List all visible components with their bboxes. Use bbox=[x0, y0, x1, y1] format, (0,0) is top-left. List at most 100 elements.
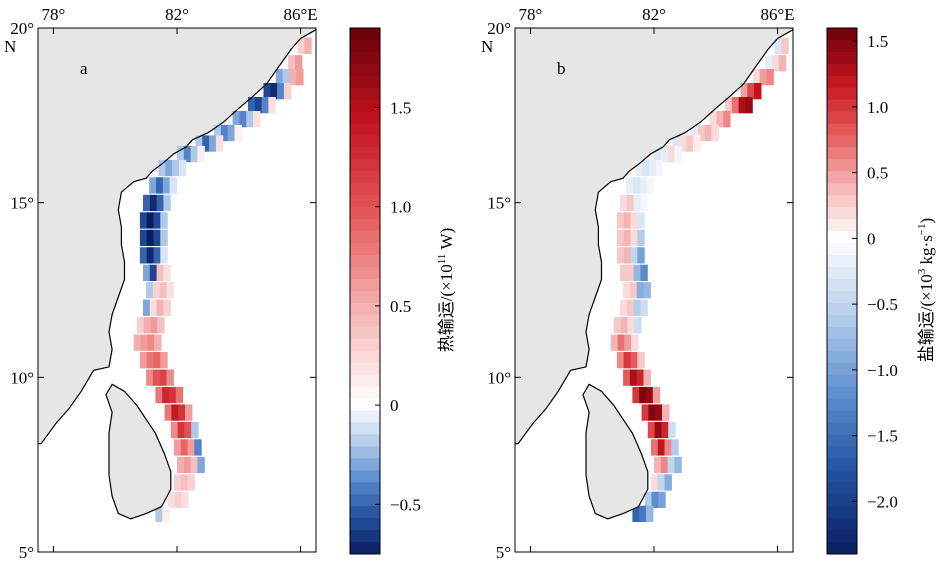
transport-cell bbox=[636, 369, 645, 386]
transport-cell bbox=[664, 474, 672, 491]
colorbar-tick-label: 0 bbox=[390, 396, 399, 415]
colorbar-step bbox=[350, 135, 380, 148]
colorbar-step bbox=[350, 362, 380, 376]
colorbar-border bbox=[826, 27, 858, 555]
transport-cell bbox=[623, 229, 632, 246]
transport-cell bbox=[668, 421, 676, 439]
transport-cell bbox=[185, 404, 193, 421]
colorbar-step bbox=[350, 75, 380, 89]
transport-cell bbox=[772, 55, 780, 72]
transport-cell bbox=[635, 159, 643, 177]
transport-cell bbox=[143, 194, 151, 212]
colorbar-step bbox=[350, 410, 380, 423]
lon-tick-label: 82° bbox=[165, 5, 189, 24]
colorbar-step bbox=[350, 518, 380, 531]
transport-cell bbox=[630, 247, 638, 264]
transport-cell bbox=[175, 386, 184, 404]
transport-cell bbox=[620, 264, 628, 281]
transport-cell bbox=[153, 212, 161, 229]
colorbar-step bbox=[827, 75, 857, 89]
colorbar-step bbox=[350, 542, 380, 555]
transport-cell bbox=[159, 369, 168, 386]
transport-cell bbox=[623, 247, 632, 264]
transport-cell bbox=[209, 135, 217, 152]
transport-cell bbox=[282, 69, 290, 86]
lat-tick-label: 10° bbox=[10, 368, 34, 387]
colorbar bbox=[349, 27, 381, 555]
colorbar-step bbox=[827, 207, 857, 220]
land-mass bbox=[515, 28, 793, 444]
colorbar-step bbox=[827, 51, 857, 65]
colorbar-label-exponent: 3 bbox=[916, 268, 928, 274]
transport-cell bbox=[160, 352, 168, 369]
transport-cell bbox=[674, 145, 682, 163]
coastline bbox=[515, 29, 794, 445]
colorbar-tick-label: 1.0 bbox=[867, 98, 888, 117]
transport-cell bbox=[646, 386, 654, 404]
colorbar-step bbox=[827, 314, 857, 328]
transport-cell bbox=[642, 159, 650, 177]
colorbar-tick-label: −1.5 bbox=[867, 427, 898, 446]
transport-cell bbox=[155, 386, 163, 404]
colorbar-step bbox=[350, 171, 380, 184]
coastline bbox=[38, 29, 317, 445]
transport-cell bbox=[651, 491, 659, 508]
colorbar-step bbox=[350, 338, 380, 352]
transport-cell bbox=[752, 69, 761, 86]
transport-cell bbox=[155, 505, 163, 522]
transport-cell bbox=[691, 124, 699, 142]
transport-cell bbox=[149, 177, 157, 194]
transport-cell bbox=[640, 194, 648, 212]
transport-cell bbox=[630, 229, 638, 246]
transport-cell bbox=[194, 439, 202, 456]
transport-cell bbox=[162, 177, 171, 194]
transport-cell bbox=[296, 69, 304, 86]
colorbar-step bbox=[350, 458, 380, 471]
transport-cell bbox=[662, 404, 670, 421]
transport-cell bbox=[169, 386, 177, 404]
transport-cell bbox=[643, 369, 651, 386]
transport-cell bbox=[709, 111, 717, 128]
transport-cell bbox=[139, 212, 148, 229]
transport-cell bbox=[633, 177, 641, 194]
transport-cell bbox=[759, 69, 767, 86]
colorbar-step bbox=[827, 219, 857, 232]
colorbar-step bbox=[350, 302, 380, 316]
transport-cell bbox=[623, 212, 632, 229]
colorbar-step bbox=[827, 171, 857, 184]
transport-cell bbox=[655, 404, 663, 421]
transport-cell bbox=[654, 421, 662, 439]
transport-cell bbox=[740, 83, 748, 100]
transport-cell bbox=[173, 439, 182, 456]
transport-cell bbox=[650, 474, 659, 491]
panel-b: 78° 82° 86°E 20° 15° 10° 5° b N 1.5 1.0 0.5 0 −0.5… bbox=[481, 5, 936, 562]
transport-cell bbox=[187, 474, 195, 491]
transport-cell bbox=[159, 282, 168, 299]
transport-cell bbox=[634, 317, 642, 334]
colorbar-step bbox=[350, 195, 380, 208]
transport-cell bbox=[139, 352, 148, 369]
transport-cell bbox=[657, 439, 666, 456]
transport-cell bbox=[646, 177, 654, 194]
transport-cell bbox=[283, 83, 292, 100]
transport-cell bbox=[679, 135, 687, 152]
transport-cell bbox=[202, 135, 210, 152]
transport-cell bbox=[637, 212, 645, 229]
colorbar-step bbox=[827, 362, 857, 376]
axis-ticks: 78° 82° 86°E 20° 15° 10° 5° bbox=[487, 5, 794, 562]
colorbar-step bbox=[827, 267, 857, 280]
transport-cell bbox=[616, 247, 625, 264]
colorbar-step bbox=[350, 111, 380, 125]
lat-tick-label: 5° bbox=[496, 543, 511, 562]
transport-cell bbox=[620, 299, 628, 316]
colorbar-tick-label: 1.0 bbox=[390, 198, 411, 217]
colorbar-tick-label: 0.5 bbox=[867, 164, 888, 183]
transport-cell bbox=[191, 421, 199, 439]
colorbar bbox=[826, 27, 858, 555]
transport-cell bbox=[153, 247, 161, 264]
transport-cell bbox=[153, 229, 161, 246]
transport-cell bbox=[261, 97, 269, 114]
transport-cell bbox=[636, 282, 645, 299]
transport-cell bbox=[652, 386, 661, 404]
transport-cell bbox=[147, 334, 155, 351]
